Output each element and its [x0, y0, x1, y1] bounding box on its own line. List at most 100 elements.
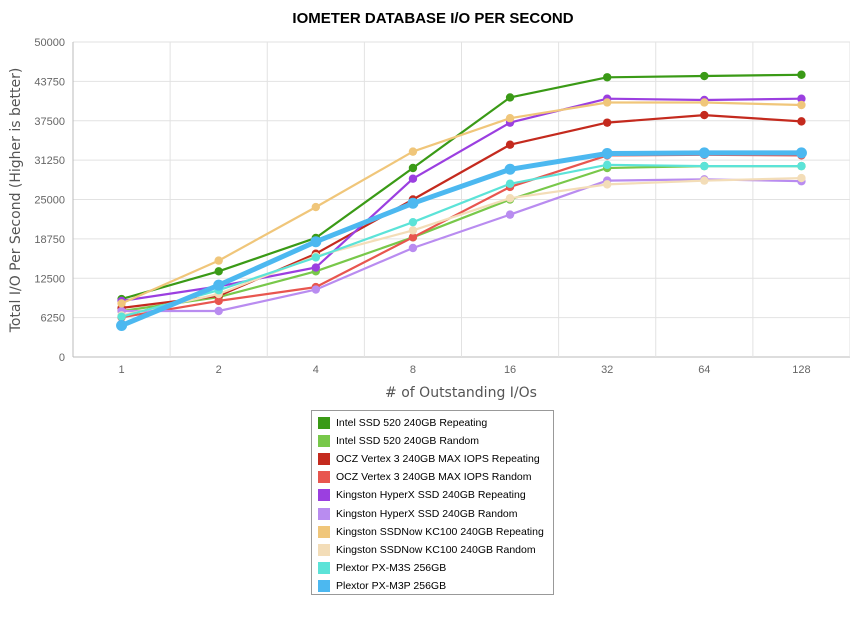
x-tick-label: 128 [792, 364, 810, 376]
data-point [797, 70, 806, 79]
legend-swatch [318, 561, 330, 574]
data-point [505, 93, 515, 102]
data-point [311, 263, 321, 272]
grid [72, 41, 850, 358]
data-point [602, 118, 612, 127]
data-point [505, 114, 515, 123]
x-tick-label: 4 [313, 364, 319, 376]
legend-label: Intel SSD 520 240GB Random [336, 435, 480, 448]
x-tick-label: 8 [410, 364, 416, 376]
data-point [311, 202, 321, 212]
legend-swatch [318, 579, 330, 592]
series-group [116, 70, 807, 331]
series-line [121, 163, 802, 318]
legend-swatch [318, 435, 330, 448]
x-tick-label: 2 [216, 364, 222, 376]
legend-swatch [318, 525, 330, 538]
data-point [505, 194, 515, 203]
legend-item: Intel SSD 520 240GB Random [312, 432, 553, 450]
series-line [121, 97, 802, 302]
x-tick-label: 64 [698, 364, 710, 376]
y-tick-label: 31250 [34, 155, 65, 167]
data-point [797, 161, 806, 171]
data-point [116, 320, 128, 331]
series-9 [117, 160, 806, 321]
data-point [700, 176, 709, 185]
chart: IOMETER DATABASE I/O PER SECOND 06250125… [8, 10, 850, 401]
legend-item: OCZ Vertex 3 240GB MAX IOPS Repeating [312, 450, 553, 468]
data-point [310, 236, 322, 248]
legend-item: Intel SSD 520 240GB Repeating [312, 414, 553, 432]
data-point [214, 267, 223, 276]
data-point [700, 110, 709, 120]
legend-item: OCZ Vertex 3 240GB MAX IOPS Random [312, 468, 553, 486]
legend-label: OCZ Vertex 3 240GB MAX IOPS Repeating [336, 453, 540, 466]
x-tick-label: 16 [504, 364, 516, 376]
data-point [408, 217, 418, 227]
legend-label: OCZ Vertex 3 240GB MAX IOPS Random [336, 471, 532, 484]
data-point [797, 100, 806, 110]
data-point [408, 233, 418, 242]
data-point [214, 306, 223, 316]
series-10 [116, 147, 807, 331]
series-line [120, 150, 802, 328]
data-point [505, 179, 515, 188]
legend-label: Kingston SSDNow KC100 240GB Repeating [336, 525, 544, 538]
data-point [408, 226, 418, 235]
legend-item: Plextor PX-M3S 256GB [312, 559, 553, 577]
data-point [797, 173, 806, 183]
data-point [117, 312, 126, 321]
data-point [311, 285, 321, 294]
series-line [121, 177, 802, 317]
legend-item: Kingston SSDNow KC100 240GB Random [312, 541, 553, 559]
data-point [214, 256, 223, 265]
data-point [602, 180, 612, 189]
legend-label: Plextor PX-M3P 256GB [336, 579, 447, 592]
y-tick-label: 25000 [34, 195, 65, 207]
y-tick-label: 0 [59, 352, 65, 364]
data-point [505, 210, 515, 219]
data-point [408, 243, 418, 253]
tick-labels: 0 6250 12500 18750 25000 31250 37500 43750 50000… [34, 37, 810, 376]
data-point [795, 147, 807, 159]
legend-item: Kingston HyperX SSD 240GB Repeating [312, 486, 553, 504]
series-line [121, 178, 802, 313]
x-tick-label: 1 [119, 364, 125, 376]
legend-label: Kingston SSDNow KC100 240GB Random [336, 543, 536, 556]
data-point [311, 253, 321, 262]
legend-swatch [318, 543, 330, 556]
legend-label: Kingston HyperX SSD 240GB Repeating [336, 489, 526, 502]
data-point [407, 197, 419, 209]
data-point [797, 117, 806, 126]
x-axis-label: # of Outstanding I/Os [385, 385, 537, 401]
data-point [602, 160, 612, 170]
data-point [797, 94, 806, 103]
data-point [408, 163, 418, 173]
y-axis-label: Total I/O Per Second (Higher is better) [8, 68, 24, 334]
y-tick-label: 37500 [34, 116, 65, 128]
data-point [602, 73, 612, 82]
legend-item: Kingston SSDNow KC100 240GB Repeating [312, 523, 553, 541]
legend-item: Kingston HyperX SSD 240GB Random [312, 504, 553, 522]
y-tick-label: 43750 [34, 76, 65, 88]
legend-swatch [318, 417, 330, 430]
data-point [408, 174, 418, 183]
y-tick-label: 18750 [34, 234, 65, 246]
legend: Intel SSD 520 240GB Repeating Intel SSD 5… [311, 410, 554, 595]
data-point [700, 98, 709, 107]
legend-swatch [318, 489, 330, 502]
legend-swatch [318, 507, 330, 520]
series-7 [117, 98, 806, 308]
x-tick-label: 32 [601, 364, 613, 376]
series-line [121, 101, 802, 305]
data-point [698, 147, 710, 159]
y-tick-label: 50000 [34, 37, 65, 49]
data-point [505, 140, 515, 149]
data-point [601, 148, 613, 160]
chart-title: IOMETER DATABASE I/O PER SECOND [292, 10, 573, 27]
legend-label: Intel SSD 520 240GB Repeating [336, 417, 488, 430]
legend-label: Plextor PX-M3S 256GB [336, 561, 447, 574]
data-point [214, 296, 223, 306]
data-point [213, 279, 225, 291]
y-tick-label: 6250 [41, 313, 65, 325]
